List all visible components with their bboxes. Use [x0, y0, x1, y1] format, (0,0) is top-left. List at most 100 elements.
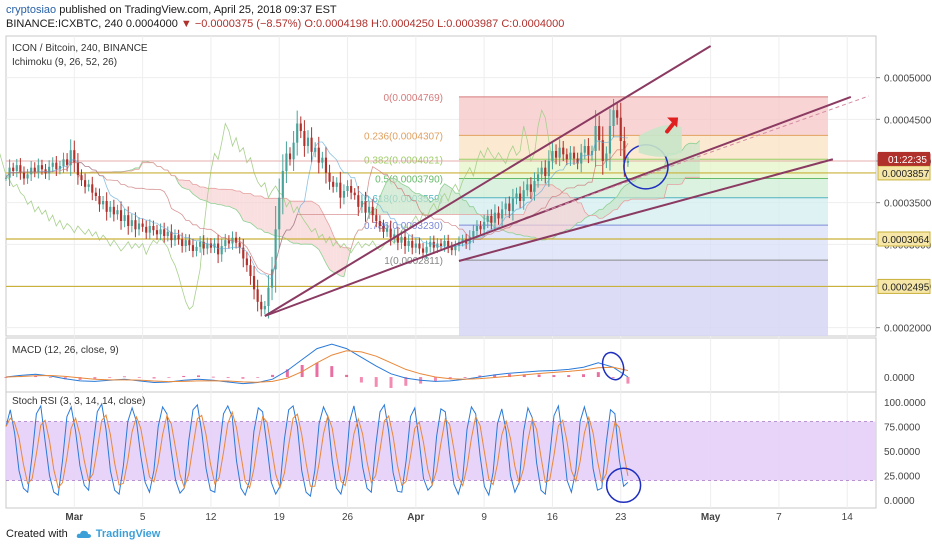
candle-body-43: [159, 229, 162, 235]
candle-body-73: [267, 287, 270, 306]
macd-hist-29: [433, 377, 437, 382]
high-value: H:0.0004250: [371, 18, 435, 30]
cloud-seg-166: [674, 151, 679, 185]
candle-body-46: [170, 231, 173, 241]
xtick-label-2: 12: [205, 512, 217, 523]
candle-body-75: [274, 229, 277, 270]
tradingview-brand: TradingView: [95, 528, 161, 540]
candle-body-12: [48, 166, 51, 174]
macd-hist-40: [596, 372, 600, 378]
candle-body-89: [324, 157, 328, 173]
cloud-seg-167: [678, 150, 682, 185]
future-cloud: [638, 124, 682, 157]
candle-body-145: [526, 184, 529, 191]
candle-body-2: [12, 167, 15, 171]
tradingview-logo[interactable]: TradingView: [76, 528, 161, 540]
price-axis: 0.00050000.00045000.00040000.00035000.00…: [876, 74, 932, 507]
candle-body-86: [314, 147, 317, 152]
cloud-seg-62: [300, 201, 305, 245]
price-tag-label-2: 0.0003064: [882, 235, 930, 246]
macd-hist-38: [567, 375, 571, 378]
cloud-seg-32: [192, 184, 197, 197]
cloud-seg-63: [304, 201, 308, 245]
stoch-ytick-1: 75.0000: [884, 423, 921, 434]
cloud-seg-70: [329, 226, 334, 273]
macd-hist-42: [626, 377, 630, 384]
cloud-seg-153: [627, 182, 632, 201]
cloud-seg-59: [290, 201, 294, 244]
candle-body-77: [281, 171, 284, 198]
candle-body-135: [490, 216, 493, 223]
xtick-label-1: 5: [140, 512, 146, 523]
cloud-seg-28: [178, 179, 183, 188]
macd-hist-10: [152, 377, 156, 379]
candle-body-85: [310, 137, 313, 152]
macd-hist-3: [48, 377, 52, 378]
macd-hist-7: [108, 377, 112, 378]
candle-body-118: [429, 241, 432, 247]
cloud-seg-64: [307, 201, 312, 245]
macd-pane: [4, 343, 630, 388]
candle-body-78: [285, 153, 288, 171]
candle-body-42: [155, 230, 159, 235]
annotations: [623, 117, 682, 190]
cloud-seg-67: [318, 205, 323, 256]
cloud-seg-90: [401, 183, 406, 215]
candle-body-20: [76, 162, 79, 176]
fib-zone-2: [458, 159, 828, 179]
cloud-seg-35: [203, 187, 208, 202]
macd-hist-2: [34, 375, 38, 378]
candle-body-125: [454, 246, 457, 251]
pane-frame-1: [5, 337, 877, 393]
xtick-label-9: May: [701, 512, 721, 523]
macd-hist-13: [197, 375, 201, 378]
ytick-label-6: 0.0002000: [884, 324, 932, 335]
cloud-seg-45: [239, 191, 244, 221]
candle-body-38: [141, 223, 144, 227]
candle-body-170: [616, 110, 619, 118]
macd-hist-25: [374, 377, 378, 387]
cloud-seg-149: [613, 196, 618, 210]
candle-body-76: [278, 197, 281, 230]
macd-hist-4: [63, 377, 67, 380]
cloud-seg-121: [512, 214, 517, 235]
macd-hist-34: [507, 374, 511, 378]
xtick-label-11: 14: [842, 512, 854, 523]
candle-body-23: [87, 184, 90, 187]
cloud-seg-165: [671, 153, 675, 185]
candle-body-61: [224, 240, 227, 246]
candle-body-99: [360, 201, 363, 207]
author-link[interactable]: cryptosiao: [6, 4, 57, 16]
cloud-seg-147: [606, 202, 610, 216]
cloud-seg-33: [196, 184, 201, 200]
candle-body-8: [33, 167, 36, 172]
candle-body-137: [497, 212, 500, 219]
cloud-seg-89: [397, 180, 402, 215]
candle-body-90: [328, 172, 331, 182]
cloud-seg-145: [599, 209, 603, 219]
candle-body-115: [418, 243, 421, 249]
candle-body-169: [612, 110, 615, 126]
candle-body-64: [235, 237, 238, 243]
open-value: O:0.0004198: [304, 18, 368, 30]
candle-body-112: [407, 241, 410, 246]
candle-body-119: [432, 241, 435, 248]
cloud-seg-47: [246, 193, 251, 223]
projection-line: [545, 95, 869, 212]
candle-body-105: [382, 226, 385, 232]
cloud-seg-135: [563, 193, 567, 232]
candle-body-25: [94, 192, 97, 196]
cloud-seg-148: [609, 199, 614, 214]
candle-body-132: [479, 226, 482, 230]
cloud-seg-140: [581, 202, 585, 223]
tenkan-line: [5, 136, 628, 280]
macd-hist-20: [300, 365, 304, 378]
highlight-circle-stoch: [605, 467, 642, 504]
candle-body-87: [317, 147, 320, 163]
candle-body-62: [227, 240, 230, 244]
fib-label-0: 0(0.0004769): [384, 93, 444, 104]
candle-body-123: [447, 241, 450, 247]
stoch-rsi-label: Stoch RSI (3, 3, 14, 14, close): [12, 396, 145, 407]
stoch-ytick-0: 100.0000: [884, 398, 926, 409]
